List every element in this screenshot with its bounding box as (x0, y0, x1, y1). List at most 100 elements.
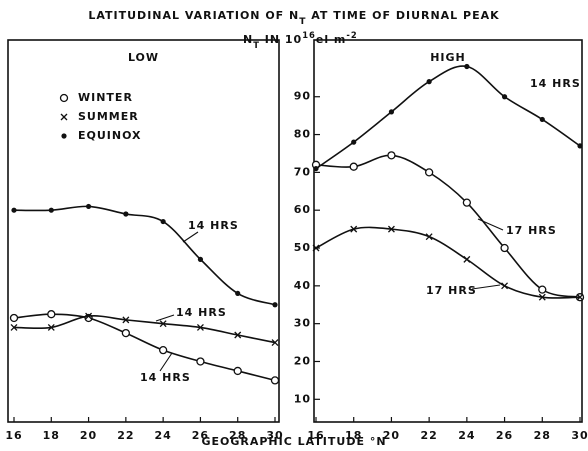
legend-marker (60, 113, 68, 121)
x-tick-label: 28 (229, 429, 246, 442)
annotation-arrow (182, 231, 199, 243)
series-line (315, 226, 581, 299)
series-line (13, 315, 276, 344)
annotation-arrow (477, 218, 504, 231)
marker (85, 312, 93, 320)
marker (387, 151, 396, 160)
marker (158, 345, 168, 355)
annotation-arrow (159, 352, 173, 372)
x-tick-label: 28 (534, 429, 551, 442)
marker (271, 339, 279, 347)
marker (47, 323, 55, 331)
series-line (315, 65, 581, 170)
x-tick-label: 18 (345, 429, 362, 442)
x-tick-label: 20 (80, 429, 97, 442)
y-tick-label: 80 (294, 128, 311, 141)
marker (349, 162, 358, 171)
marker (234, 331, 242, 339)
legend-label: WINTER (78, 91, 133, 104)
marker (9, 313, 19, 323)
marker-stroke (159, 320, 167, 328)
marker-stroke (425, 233, 433, 241)
series-annotation: 17 HRS (506, 224, 557, 237)
legend-label: EQUINOX (78, 129, 142, 142)
x-tick-label: 30 (571, 429, 588, 442)
marker (10, 323, 18, 331)
series-annotation: 14 HRS (530, 77, 581, 90)
marker (85, 203, 92, 210)
marker (121, 328, 131, 338)
marker (48, 207, 54, 213)
x-axis-label: GEOGRAPHIC LATITUDE °N (201, 435, 386, 448)
y-tick-label: 20 (294, 354, 311, 367)
marker (159, 320, 167, 328)
marker-stroke (196, 323, 204, 331)
marker (233, 366, 242, 376)
marker-stroke (576, 293, 584, 301)
text-part: 16 (302, 30, 316, 40)
marker (196, 357, 205, 366)
marker (235, 290, 241, 297)
marker-stroke (122, 316, 130, 324)
marker (425, 233, 433, 241)
x-tick-label: 22 (117, 429, 134, 442)
marker (388, 109, 395, 115)
text-part: T (253, 40, 260, 50)
x-tick-label: 20 (383, 429, 400, 442)
marker (11, 207, 17, 213)
marker-stroke (85, 312, 93, 320)
y-tick-label: 10 (294, 392, 311, 405)
legend-label: SUMMER (78, 110, 139, 123)
marker (538, 293, 546, 301)
marker-stroke (312, 244, 320, 252)
marker (122, 316, 130, 324)
marker (123, 211, 129, 217)
marker (576, 293, 584, 301)
y-tick-label: 30 (294, 317, 311, 330)
marker (270, 376, 280, 385)
x-tick-label: 22 (420, 429, 437, 442)
series-annotation: 14 HRS (188, 219, 239, 232)
marker (538, 285, 547, 294)
marker (47, 310, 56, 319)
x-tick-label: 24 (458, 429, 475, 442)
marker (313, 165, 319, 172)
text-part: IN 10 (260, 33, 302, 46)
marker-stroke (463, 255, 471, 263)
annotation-arrow (155, 314, 175, 322)
marker-stroke (10, 323, 18, 331)
x-tick-label: 26 (496, 429, 513, 442)
marker (426, 79, 432, 85)
marker (577, 143, 583, 149)
series-line (13, 205, 276, 306)
series-annotation: 14 HRS (176, 306, 227, 319)
marker (424, 168, 434, 177)
marker (350, 225, 358, 233)
x-tick-label: 18 (43, 429, 60, 442)
chart-title: LATITUDINAL VARIATION OF NT AT TIME OF D… (88, 9, 499, 27)
legend-marker (61, 133, 67, 139)
y-tick-label: 90 (294, 90, 311, 103)
panel-title: HIGH (430, 51, 466, 64)
panel-title: LOW (128, 51, 159, 64)
marker (501, 94, 508, 100)
text-part: LATITUDINAL VARIATION OF N (88, 9, 299, 22)
series-annotation: 17 HRS (426, 284, 477, 297)
marker (539, 116, 545, 123)
text-part: AT TIME OF DIURNAL PEAK (306, 9, 499, 22)
panel-frame (313, 39, 583, 423)
marker (464, 63, 470, 70)
legend-marker (59, 93, 69, 103)
marker (387, 225, 395, 233)
marker (501, 282, 509, 290)
y-tick-label: 60 (294, 203, 311, 216)
marker (160, 218, 166, 225)
y-tick-label: 70 (294, 165, 311, 178)
y-tick-label: 50 (294, 241, 311, 254)
marker-stroke (271, 339, 279, 347)
marker-stroke (538, 293, 546, 301)
panel-frame (7, 39, 280, 423)
text-part: T (299, 17, 306, 27)
series-annotation: 14 HRS (140, 371, 191, 384)
